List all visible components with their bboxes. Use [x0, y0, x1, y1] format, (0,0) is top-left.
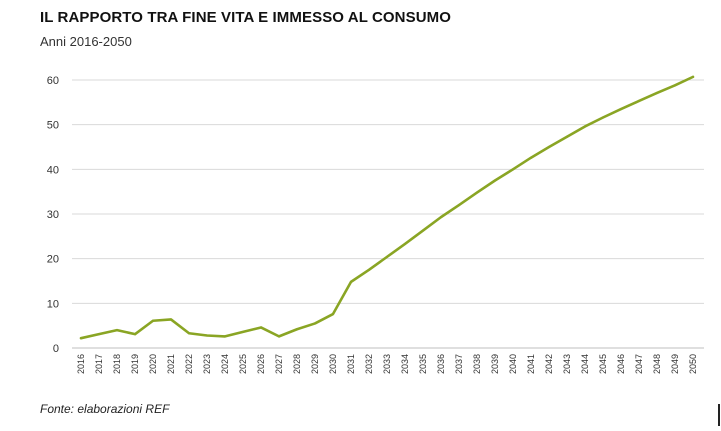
x-tick-label-2026: 2026	[256, 354, 266, 374]
x-tick-label-2019: 2019	[130, 354, 140, 374]
data-point-2024	[223, 335, 227, 338]
data-point-2023	[205, 334, 209, 337]
data-point-2035	[421, 229, 425, 232]
y-tick-label-20: 20	[47, 254, 59, 266]
data-point-2034	[403, 242, 407, 246]
data-point-2032	[367, 268, 371, 271]
series-line-0	[79, 75, 695, 340]
data-point-2018	[115, 329, 119, 332]
data-point-2028	[295, 328, 299, 331]
x-tick-label-2030: 2030	[328, 354, 338, 374]
gridlines	[72, 79, 704, 349]
x-tick-label-2033: 2033	[382, 354, 392, 374]
x-tick-label-2042: 2042	[544, 354, 554, 374]
x-tick-label-2044: 2044	[580, 354, 590, 374]
x-tick-label-2024: 2024	[220, 354, 230, 374]
data-point-2050	[691, 75, 695, 78]
y-tick-label-10: 10	[47, 298, 59, 310]
data-point-2027	[277, 335, 281, 338]
y-tick-label-60: 60	[47, 75, 59, 87]
x-tick-label-2039: 2039	[490, 354, 500, 374]
y-axis: 0 10 20 30 40 50 60	[47, 75, 59, 355]
plot-area	[79, 75, 695, 340]
x-tick-label-2027: 2027	[274, 354, 284, 374]
data-point-2033	[385, 255, 389, 258]
data-point-2039	[493, 179, 497, 182]
x-tick-label-2037: 2037	[454, 354, 464, 374]
data-point-2031	[349, 280, 353, 283]
data-point-2037	[457, 203, 461, 207]
edge-divider	[718, 404, 720, 426]
x-tick-label-2034: 2034	[400, 354, 410, 374]
data-point-2026	[259, 326, 263, 329]
data-point-2017	[97, 333, 101, 336]
data-point-2020	[151, 319, 155, 322]
x-tick-label-2035: 2035	[418, 354, 428, 374]
y-tick-label-0: 0	[53, 343, 59, 355]
y-tick-label-50: 50	[47, 120, 59, 132]
data-point-2019	[133, 333, 137, 336]
x-tick-label-2041: 2041	[526, 354, 536, 374]
data-point-2029	[313, 322, 317, 325]
x-tick-label-2025: 2025	[238, 354, 248, 374]
x-tick-label-2049: 2049	[670, 354, 680, 374]
x-tick-label-2036: 2036	[436, 354, 446, 374]
data-point-2036	[439, 216, 443, 219]
x-tick-label-2018: 2018	[112, 354, 122, 374]
x-tick-label-2028: 2028	[292, 354, 302, 374]
data-point-2045	[601, 116, 605, 119]
chart-title: IL RAPPORTO TRA FINE VITA E IMMESSO AL C…	[40, 9, 452, 26]
x-tick-label-2017: 2017	[94, 354, 104, 374]
x-tick-label-2047: 2047	[634, 354, 644, 374]
x-tick-label-2020: 2020	[148, 354, 158, 374]
data-point-2030	[331, 312, 335, 316]
x-tick-label-2038: 2038	[472, 354, 482, 374]
data-point-2049	[673, 84, 677, 87]
data-point-2025	[241, 330, 245, 334]
x-tick-label-2023: 2023	[202, 354, 212, 374]
data-point-2044	[583, 125, 587, 128]
data-point-2047	[637, 99, 641, 103]
x-tick-label-2050: 2050	[688, 354, 698, 374]
chart-subtitle: Anni 2016-2050	[40, 34, 132, 49]
x-axis: 2016 2017 2018 2019 2020 2021 2022 2023 2024 2025…	[76, 354, 698, 374]
x-tick-label-2022: 2022	[184, 354, 194, 374]
x-tick-label-2032: 2032	[364, 354, 374, 374]
data-point-2038	[475, 191, 479, 194]
data-point-2043	[565, 135, 569, 138]
x-tick-label-2031: 2031	[346, 354, 356, 374]
x-tick-label-2029: 2029	[310, 354, 320, 374]
x-tick-label-2045: 2045	[598, 354, 608, 374]
y-tick-label-30: 30	[47, 209, 59, 221]
x-tick-label-2016: 2016	[76, 354, 86, 374]
data-point-2016	[79, 337, 83, 340]
data-point-2040	[511, 168, 515, 171]
data-point-2046	[619, 107, 623, 111]
data-point-2048	[655, 91, 659, 95]
x-tick-label-2021: 2021	[166, 354, 176, 374]
y-tick-label-40: 40	[47, 164, 59, 176]
x-tick-label-2040: 2040	[508, 354, 518, 374]
x-tick-label-2048: 2048	[652, 354, 662, 374]
data-point-2041	[529, 156, 533, 159]
source-note: Fonte: elaborazioni REF	[40, 402, 170, 416]
x-tick-label-2043: 2043	[562, 354, 572, 374]
x-tick-label-2046: 2046	[616, 354, 626, 374]
data-point-2021	[169, 318, 173, 321]
data-point-2042	[547, 145, 551, 149]
data-point-2022	[187, 332, 191, 335]
